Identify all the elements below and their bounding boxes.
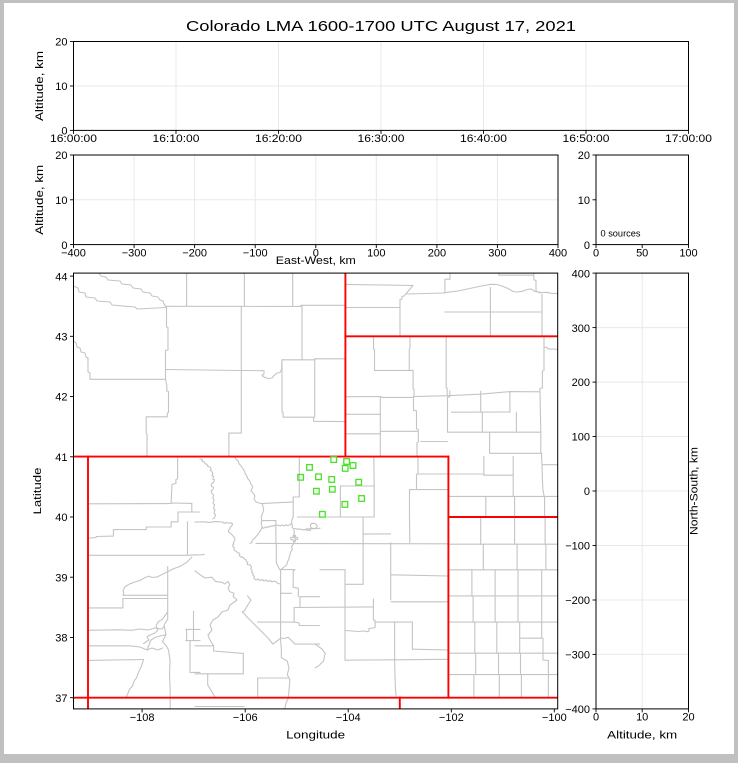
svg-text:−100: −100 [243,247,268,259]
svg-text:−108: −108 [130,712,155,724]
svg-text:−200: −200 [182,247,207,259]
svg-text:200: 200 [428,247,446,259]
svg-text:38: 38 [55,633,67,645]
svg-text:0: 0 [584,240,590,252]
svg-text:44: 44 [55,271,67,283]
svg-text:0: 0 [593,712,599,724]
svg-text:16:40:00: 16:40:00 [460,133,507,145]
svg-text:Altitude, km: Altitude, km [607,730,677,742]
svg-text:10: 10 [55,195,67,207]
svg-text:−104: −104 [336,712,361,724]
svg-text:0: 0 [584,486,590,498]
svg-text:100: 100 [367,247,385,259]
svg-text:39: 39 [55,572,67,584]
svg-text:20: 20 [578,150,590,162]
svg-text:400: 400 [549,247,567,259]
svg-text:Latitude: Latitude [32,468,44,515]
svg-text:43: 43 [55,332,67,344]
svg-text:Altitude, km: Altitude, km [34,165,46,235]
svg-text:200: 200 [572,377,590,389]
svg-text:Colorado LMA 1600-1700 UTC Aug: Colorado LMA 1600-1700 UTC August 17, 20… [186,18,576,35]
svg-text:16:50:00: 16:50:00 [563,133,610,145]
svg-text:10: 10 [636,712,648,724]
svg-text:0: 0 [593,247,599,259]
svg-text:300: 300 [488,247,506,259]
svg-text:0: 0 [313,247,319,259]
svg-text:16:00:00: 16:00:00 [50,133,97,145]
svg-text:East-West, km: East-West, km [276,255,356,267]
svg-text:100: 100 [572,432,590,444]
svg-text:−400: −400 [61,247,86,259]
svg-text:100: 100 [679,247,697,259]
svg-text:10: 10 [55,81,67,93]
svg-text:20: 20 [682,712,694,724]
svg-text:−300: −300 [565,650,590,662]
svg-text:40: 40 [55,512,67,524]
svg-text:−400: −400 [565,704,590,716]
svg-text:17:00:00: 17:00:00 [665,133,712,145]
svg-text:10: 10 [578,195,590,207]
svg-text:Longitude: Longitude [286,730,345,742]
svg-text:Altitude, km: Altitude, km [34,51,46,121]
svg-text:400: 400 [572,268,590,280]
svg-text:−100: −100 [565,541,590,553]
svg-text:37: 37 [55,693,67,705]
svg-text:41: 41 [55,452,67,464]
svg-text:−100: −100 [542,712,567,724]
svg-text:42: 42 [55,392,67,404]
svg-text:North-South, km: North-South, km [689,447,701,535]
svg-text:20: 20 [55,37,67,49]
svg-text:0: 0 [61,240,67,252]
svg-text:−200: −200 [565,595,590,607]
svg-text:0: 0 [61,126,67,138]
svg-text:20: 20 [55,150,67,162]
svg-text:0 sources: 0 sources [601,229,641,239]
svg-text:−106: −106 [233,712,258,724]
svg-text:16:30:00: 16:30:00 [358,133,405,145]
svg-text:300: 300 [572,323,590,335]
svg-text:16:20:00: 16:20:00 [255,133,302,145]
svg-text:−300: −300 [122,247,147,259]
svg-text:50: 50 [636,247,648,259]
svg-text:16:10:00: 16:10:00 [153,133,200,145]
svg-text:−102: −102 [439,712,464,724]
